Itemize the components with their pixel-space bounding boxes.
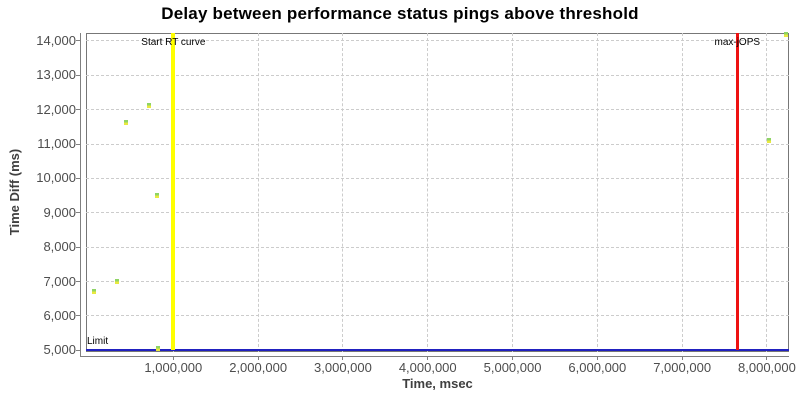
x-axis-title: Time, msec (402, 376, 473, 391)
max-jops-line (735, 33, 739, 351)
x-tick-mark (681, 356, 683, 360)
x-tick-mark (342, 356, 344, 360)
y-tick-mark (76, 315, 80, 317)
start-rt-curve-line (171, 33, 176, 351)
x-tick-mark (172, 356, 174, 360)
data-point (123, 119, 128, 125)
data-point (114, 279, 119, 285)
x-tick-label: 1,000,000 (144, 360, 203, 375)
y-tick-label: 11,000 (37, 136, 76, 152)
limit-label: Limit (87, 336, 109, 348)
y-tick-mark (76, 40, 80, 42)
y-gridline (86, 109, 789, 111)
x-tick-label: 8,000,000 (738, 360, 796, 375)
data-point (91, 289, 96, 295)
x-tick-label: 7,000,000 (653, 360, 712, 375)
y-tick-label: 12,000 (36, 101, 76, 117)
x-gridline (512, 33, 514, 352)
x-axis-line (80, 356, 789, 357)
x-gridline (681, 33, 683, 352)
y-tick-mark (76, 246, 80, 248)
data-point (156, 346, 161, 352)
x-tick-mark (596, 356, 598, 360)
y-tick-label: 6,000 (43, 307, 76, 323)
y-gridline (86, 74, 789, 76)
data-point (766, 137, 771, 143)
y-axis-line (80, 33, 81, 356)
y-tick-label: 10,000 (36, 170, 76, 186)
y-gridline (86, 177, 789, 179)
x-gridline (342, 33, 344, 352)
x-tick-label: 2,000,000 (229, 360, 288, 375)
x-gridline (257, 33, 259, 352)
y-gridline (86, 143, 789, 145)
x-tick-label: 5,000,000 (483, 360, 542, 375)
x-gridline (596, 33, 598, 352)
x-tick-mark (512, 356, 514, 360)
data-point (155, 193, 160, 199)
y-tick-label: 8,000 (43, 239, 76, 255)
y-tick-label: 9,000 (43, 204, 76, 220)
plot-area (86, 33, 789, 352)
x-tick-label: 4,000,000 (398, 360, 457, 375)
y-gridline (86, 246, 789, 248)
x-tick-label: 6,000,000 (568, 360, 627, 375)
y-gridline (86, 315, 789, 317)
chart-title: Delay between performance status pings a… (161, 4, 639, 23)
y-tick-mark (76, 212, 80, 214)
y-tick-mark (76, 177, 80, 179)
y-gridline (86, 212, 789, 214)
max-jops-label: max-jOPS (714, 37, 761, 48)
y-tick-mark (76, 109, 80, 111)
y-tick-label: 7,000 (43, 273, 76, 289)
x-gridline (766, 33, 768, 352)
y-tick-label: 13,000 (36, 67, 76, 83)
x-gridline (427, 33, 429, 352)
x-tick-mark (257, 356, 259, 360)
y-tick-label: 5,000 (43, 342, 76, 358)
limit-line (86, 349, 789, 352)
start-rt-curve-label: Start RT curve (141, 37, 206, 48)
data-point (147, 102, 151, 108)
x-tick-mark (427, 356, 429, 360)
y-tick-mark (76, 74, 80, 76)
y-tick-mark (76, 349, 80, 351)
y-gridline (86, 281, 789, 283)
x-tick-label: 3,000,000 (314, 360, 372, 375)
data-point (784, 32, 789, 38)
y-gridline (86, 40, 789, 42)
y-tick-label: 14,000 (36, 32, 76, 48)
y-tick-mark (76, 281, 80, 283)
y-tick-mark (76, 143, 80, 145)
x-tick-mark (766, 356, 768, 360)
